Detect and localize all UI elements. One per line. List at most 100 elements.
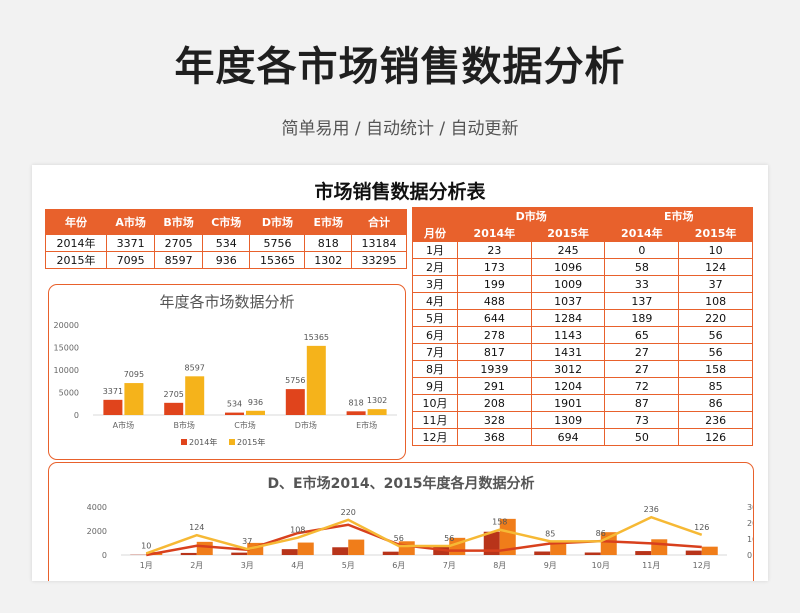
column-header: C市场 xyxy=(202,209,251,235)
table-cell[interactable]: 1431 xyxy=(530,343,606,361)
table-cell[interactable]: 73 xyxy=(604,411,680,429)
bar xyxy=(332,547,349,555)
data-label: 15365 xyxy=(304,333,329,342)
table-cell[interactable]: 86 xyxy=(678,394,753,412)
table-cell[interactable]: 1302 xyxy=(304,251,352,269)
table-cell[interactable]: 1月 xyxy=(412,241,458,259)
bar xyxy=(398,541,415,555)
table-cell[interactable]: 368 xyxy=(456,428,532,446)
table-cell[interactable]: 2015年 xyxy=(44,251,108,269)
table-cell[interactable]: 9月 xyxy=(412,377,458,395)
table-cell[interactable]: 817 xyxy=(456,343,532,361)
column-header: A市场 xyxy=(106,209,156,235)
table-cell[interactable]: 1204 xyxy=(530,377,606,395)
table-cell[interactable]: 1143 xyxy=(530,326,606,344)
x-tick-label: 6月 xyxy=(392,561,405,570)
table-cell[interactable]: 291 xyxy=(456,377,532,395)
table-cell[interactable]: 3月 xyxy=(412,275,458,293)
table-cell[interactable]: 173 xyxy=(456,258,532,276)
annual-market-chart[interactable]: 年度各市场数据分析 0 5000 10000 15000 20000 A市场 3371 709… xyxy=(48,284,406,460)
table-cell[interactable]: 56 xyxy=(678,326,753,344)
table-cell[interactable]: 1284 xyxy=(530,309,606,327)
table-cell[interactable]: 2014年 xyxy=(44,234,108,252)
table-cell[interactable]: 6月 xyxy=(412,326,458,344)
table-row: 2014年 3371 2705 534 5756 818 13184 xyxy=(44,234,407,252)
table-cell[interactable]: 37 xyxy=(678,275,753,293)
table-cell[interactable]: 5756 xyxy=(249,234,306,252)
table-cell[interactable]: 1309 xyxy=(530,411,606,429)
table-cell[interactable]: 56 xyxy=(678,343,753,361)
table-cell[interactable]: 108 xyxy=(678,292,753,310)
table-cell[interactable]: 199 xyxy=(456,275,532,293)
data-label: 108 xyxy=(290,526,305,535)
table-cell[interactable]: 818 xyxy=(304,234,352,252)
table-cell[interactable]: 208 xyxy=(456,394,532,412)
table-cell[interactable]: 87 xyxy=(604,394,680,412)
table-cell[interactable]: 488 xyxy=(456,292,532,310)
table-cell[interactable]: 50 xyxy=(604,428,680,446)
data-label: 5756 xyxy=(285,376,305,385)
table-cell[interactable]: 27 xyxy=(604,360,680,378)
table-cell[interactable]: 245 xyxy=(530,241,606,259)
table-cell[interactable]: 2705 xyxy=(154,234,204,252)
table-cell[interactable]: 8597 xyxy=(154,251,204,269)
table-cell[interactable]: 189 xyxy=(604,309,680,327)
table-cell[interactable]: 124 xyxy=(678,258,753,276)
table-cell[interactable]: 328 xyxy=(456,411,532,429)
x-tick-label: 11月 xyxy=(642,561,660,570)
table-cell[interactable]: 534 xyxy=(202,234,251,252)
table-cell[interactable]: 236 xyxy=(678,411,753,429)
table-cell[interactable]: 65 xyxy=(604,326,680,344)
data-label: 8597 xyxy=(185,363,205,372)
table-cell[interactable]: 5月 xyxy=(412,309,458,327)
table-cell[interactable]: 644 xyxy=(456,309,532,327)
data-label: 818 xyxy=(348,398,363,407)
x-tick-label: 9月 xyxy=(544,561,557,570)
x-tick-label: 8月 xyxy=(493,561,506,570)
table-cell[interactable]: 7095 xyxy=(106,251,156,269)
table-cell[interactable]: 58 xyxy=(604,258,680,276)
table-cell[interactable]: 10 xyxy=(678,241,753,259)
table-cell[interactable]: 126 xyxy=(678,428,753,446)
monthly-sales-table: D市场 E市场 月份 2014年 2015年 2014年 2015年 1月 23 245 0 1… xyxy=(412,207,753,446)
table-cell[interactable]: 1939 xyxy=(456,360,532,378)
table-cell[interactable]: 27 xyxy=(604,343,680,361)
table-cell[interactable]: 158 xyxy=(678,360,753,378)
table-cell[interactable]: 278 xyxy=(456,326,532,344)
table-cell[interactable]: 0 xyxy=(604,241,680,259)
table-cell[interactable]: 936 xyxy=(202,251,251,269)
column-header: 月份 xyxy=(412,224,458,242)
table-cell[interactable]: 220 xyxy=(678,309,753,327)
x-tick-label: 7月 xyxy=(443,561,456,570)
table-cell[interactable]: 10月 xyxy=(412,394,458,412)
table-cell[interactable]: 3012 xyxy=(530,360,606,378)
table-cell[interactable]: 137 xyxy=(604,292,680,310)
y-tick-label: 5000 xyxy=(59,389,79,398)
table-cell[interactable]: 8月 xyxy=(412,360,458,378)
table-cell[interactable]: 12月 xyxy=(412,428,458,446)
monthly-market-chart[interactable]: D、E市场2014、2015年度各月数据分析 0 2000 4000 0 100 200 3… xyxy=(48,462,754,581)
table-cell[interactable]: 15365 xyxy=(249,251,306,269)
table-cell[interactable]: 4月 xyxy=(412,292,458,310)
x-tick-label: 4月 xyxy=(291,561,304,570)
table-row: 7月 817 1431 27 56 xyxy=(412,343,753,361)
table-cell[interactable]: 7月 xyxy=(412,343,458,361)
column-header: 合计 xyxy=(351,209,407,235)
table-cell[interactable]: 2月 xyxy=(412,258,458,276)
chart-title: D、E市场2014、2015年度各月数据分析 xyxy=(267,476,535,492)
table-cell[interactable]: 694 xyxy=(530,428,606,446)
table-cell[interactable]: 3371 xyxy=(106,234,156,252)
table-cell[interactable]: 1901 xyxy=(530,394,606,412)
table-cell[interactable]: 11月 xyxy=(412,411,458,429)
table-cell[interactable]: 33 xyxy=(604,275,680,293)
table-cell[interactable]: 33295 xyxy=(351,251,407,269)
table-cell[interactable]: 1037 xyxy=(530,292,606,310)
table-cell[interactable]: 72 xyxy=(604,377,680,395)
table-cell[interactable]: 23 xyxy=(456,241,532,259)
bar xyxy=(196,541,213,555)
bar xyxy=(285,389,305,415)
table-cell[interactable]: 1009 xyxy=(530,275,606,293)
table-cell[interactable]: 13184 xyxy=(351,234,407,252)
table-cell[interactable]: 85 xyxy=(678,377,753,395)
table-cell[interactable]: 1096 xyxy=(530,258,606,276)
